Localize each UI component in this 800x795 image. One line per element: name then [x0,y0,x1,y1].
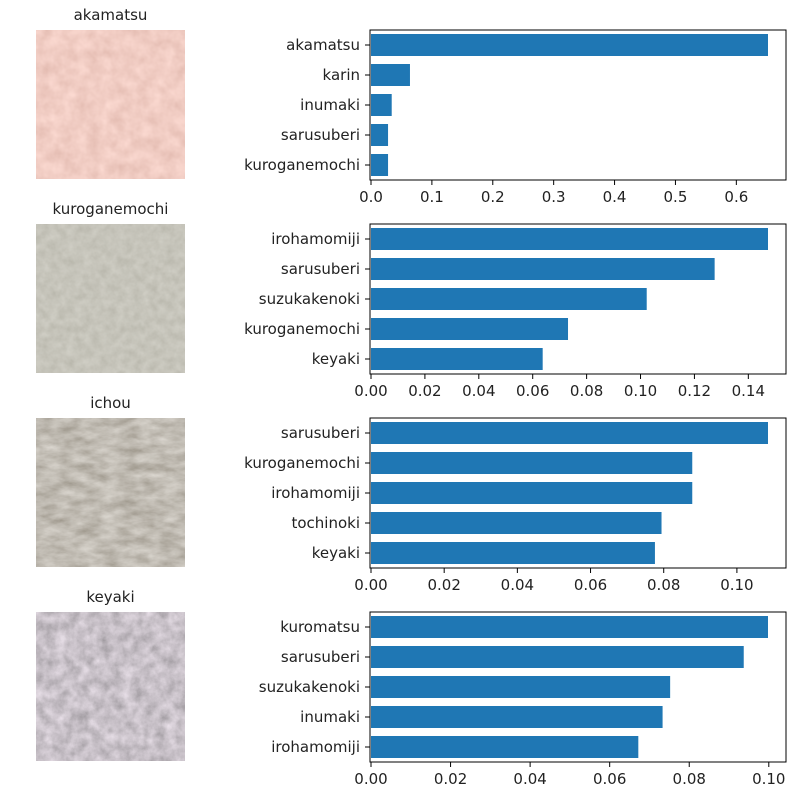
x-tick-label: 0.10 [752,770,785,788]
prediction-row: kuroganemochi irohamomiji sarusuberi suzuka… [36,200,787,400]
bar [371,228,768,250]
bar [371,542,655,564]
x-tick-label: 0.04 [501,576,534,594]
x-tick-label: 0.14 [732,382,765,400]
bar [371,154,389,176]
x-tick-label: 0.04 [462,382,495,400]
bar [371,646,744,668]
bar [371,512,662,534]
x-tick-label: 0.12 [678,382,711,400]
x-tick-label: 0.10 [720,576,753,594]
bark-thumbnail [36,30,185,179]
category-label: sarusuberi [281,260,360,278]
category-label: kuromatsu [280,618,360,636]
x-tick-label: 0.08 [673,770,706,788]
category-label: tochinoki [291,514,360,532]
bar [371,288,647,310]
prediction-row: ichou sarusuberi kuroganemochi irohamomiji t… [36,394,787,594]
image-title: akamatsu [74,6,148,24]
bar [371,318,569,340]
bar [371,34,768,56]
prediction-row: akamatsu akamatsu karin inumaki sarusuberi ku… [36,6,787,206]
image-title: kuroganemochi [53,200,169,218]
x-tick-label: 0.02 [434,770,467,788]
category-label: kuroganemochi [244,454,360,472]
image-title: keyaki [86,588,134,606]
x-tick-label: 0.00 [354,576,387,594]
x-tick-label: 0.6 [724,188,748,206]
image-title: ichou [90,394,131,412]
category-label: suzukakenoki [259,290,360,308]
bar [371,124,389,146]
bar [371,348,543,370]
bark-thumbnail [36,612,185,761]
x-tick-label: 0.0 [359,188,383,206]
bar [371,94,392,116]
category-label: keyaki [312,350,360,368]
x-tick-label: 0.04 [513,770,546,788]
bark-thumbnail [36,224,185,373]
x-tick-label: 0.3 [542,188,566,206]
prediction-row: keyaki kuromatsu sarusuberi suzukakenoki inu… [36,588,787,788]
bar [371,676,671,698]
bar [371,258,715,280]
x-tick-label: 0.1 [420,188,444,206]
category-label: irohamomiji [271,230,360,248]
bar [371,482,693,504]
category-label: akamatsu [286,36,360,54]
category-label: sarusuberi [281,126,360,144]
x-tick-label: 0.06 [593,770,626,788]
bark-thumbnail [36,418,185,567]
category-label: inumaki [300,708,360,726]
x-tick-label: 0.08 [647,576,680,594]
x-tick-label: 0.02 [408,382,441,400]
x-tick-label: 0.06 [574,576,607,594]
category-label: irohamomiji [271,738,360,756]
x-tick-label: 0.00 [354,382,387,400]
category-label: kuroganemochi [244,156,360,174]
bar [371,452,693,474]
category-label: irohamomiji [271,484,360,502]
x-tick-label: 0.02 [427,576,460,594]
bar [371,422,768,444]
category-label: inumaki [300,96,360,114]
bar [371,706,663,728]
x-tick-label: 0.10 [624,382,657,400]
category-label: kuroganemochi [244,320,360,338]
x-tick-label: 0.4 [603,188,627,206]
bar [371,64,410,86]
x-tick-label: 0.5 [664,188,688,206]
category-label: karin [323,66,360,84]
category-label: sarusuberi [281,424,360,442]
category-label: sarusuberi [281,648,360,666]
category-label: suzukakenoki [259,678,360,696]
x-tick-label: 0.00 [354,770,387,788]
category-label: keyaki [312,544,360,562]
bar [371,736,639,758]
bar [371,616,768,638]
x-tick-label: 0.2 [481,188,505,206]
x-tick-label: 0.06 [516,382,549,400]
x-tick-label: 0.08 [570,382,603,400]
